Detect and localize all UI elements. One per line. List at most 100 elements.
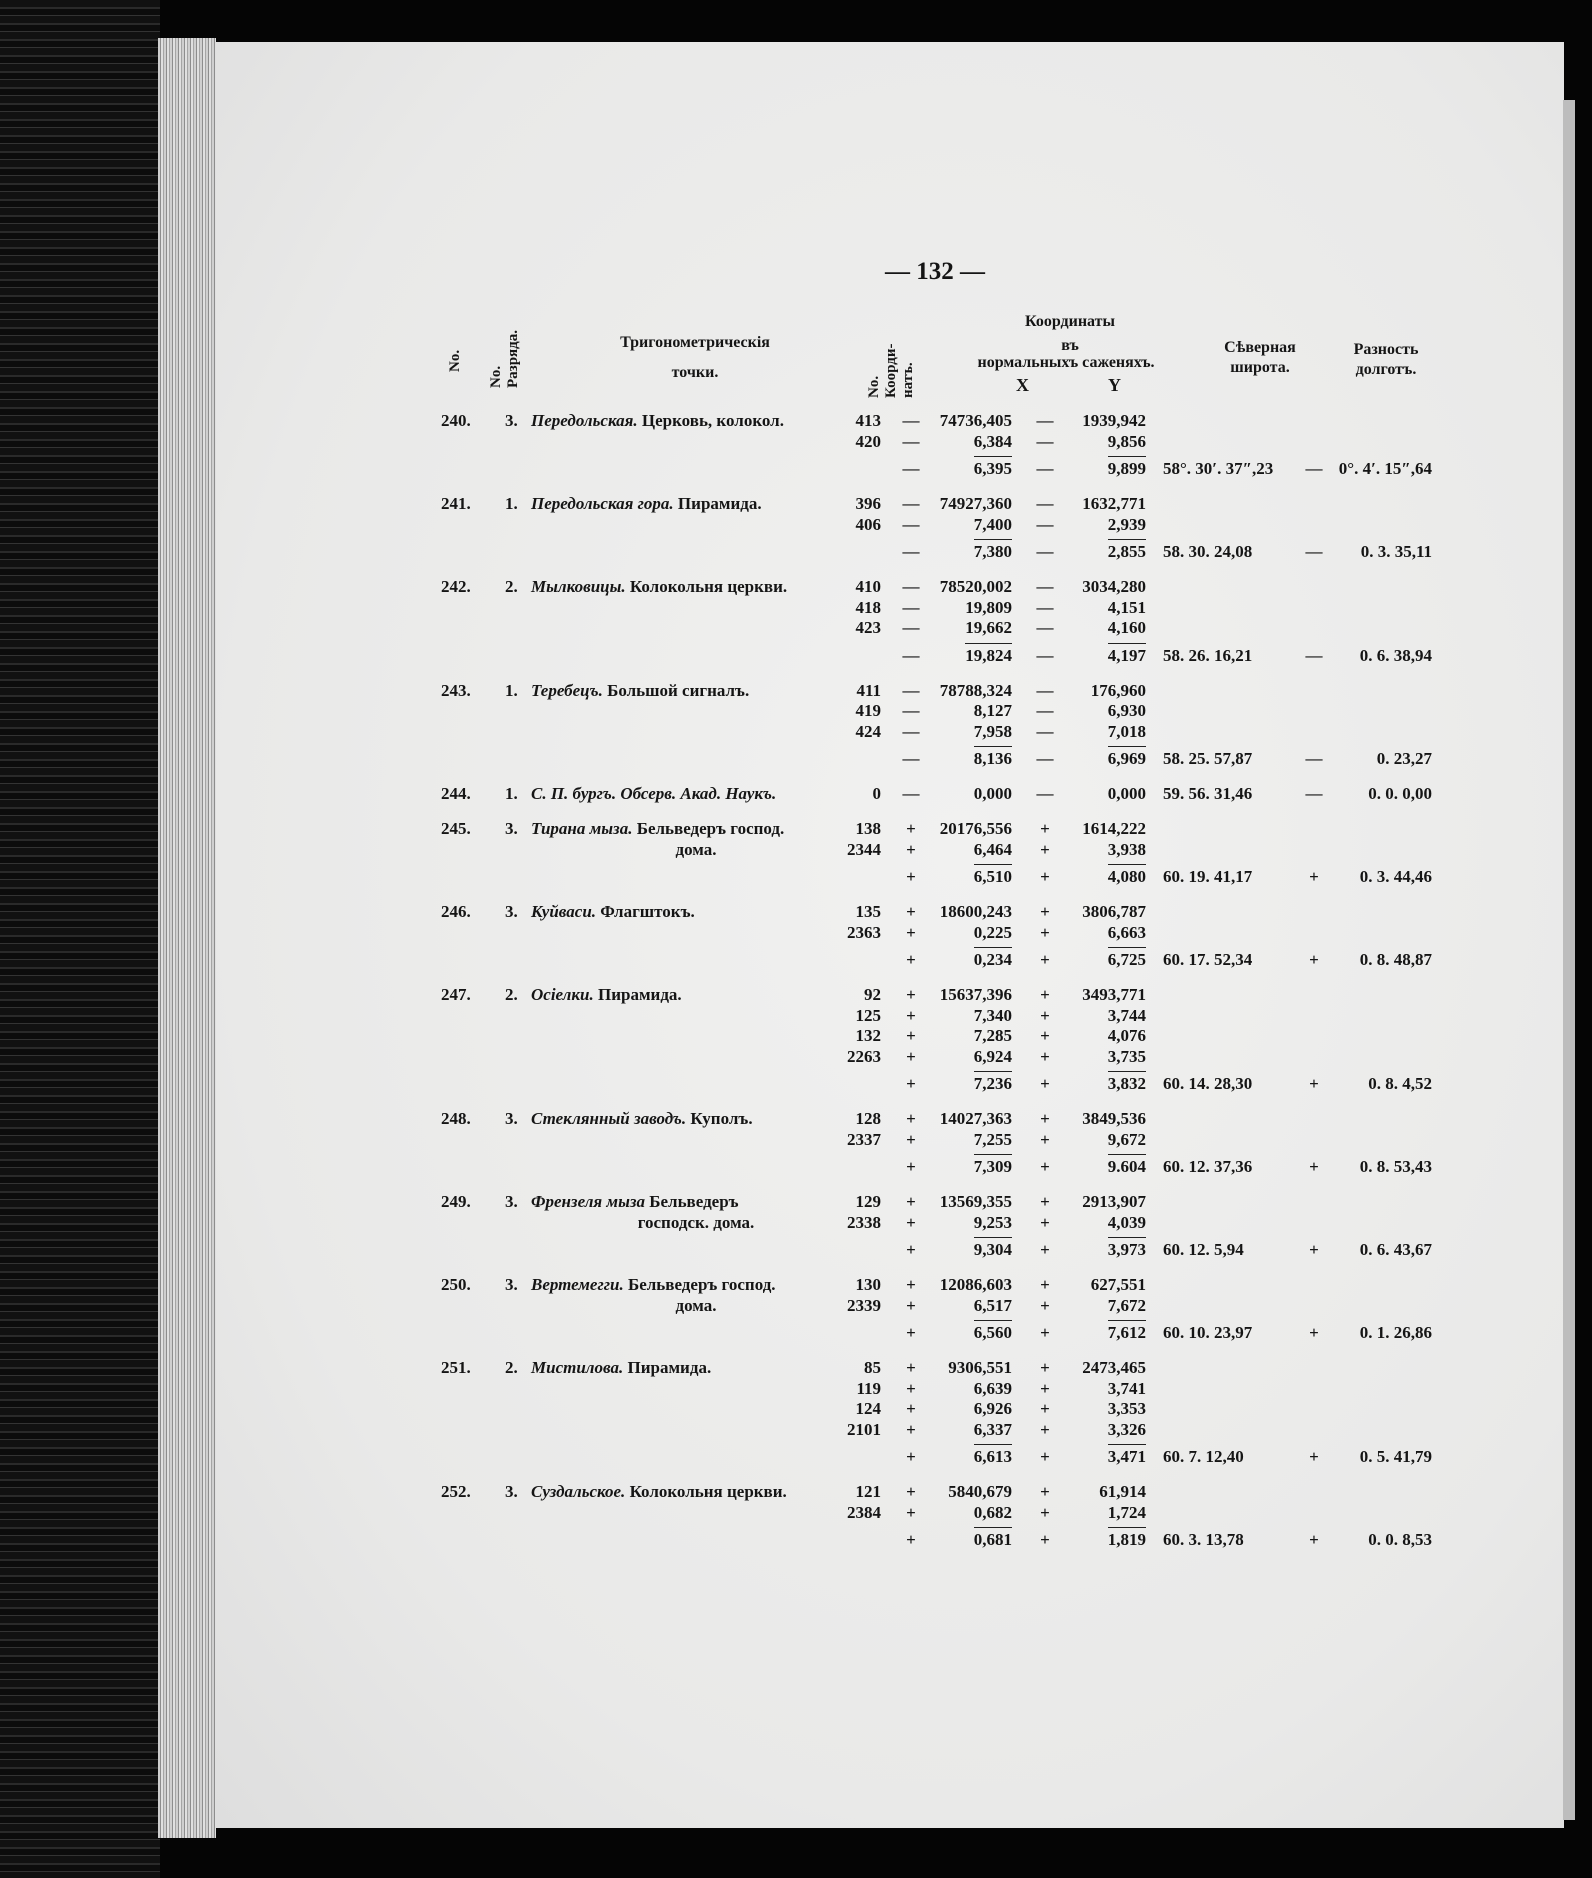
cell-y: 3,735 [1107,1046,1146,1066]
cell-n: 411 [856,680,881,700]
point-description: Пирамида. [677,494,762,513]
longitude-sign: — [1305,542,1323,561]
latitude: 58°. 30′. 37″,23 [1163,459,1274,478]
cell-sx: + [906,1192,916,1211]
cell-x: 0,681 [973,1527,1012,1550]
cell-sy: + [1040,1323,1050,1342]
cell-x: 18600,243 [939,902,1012,921]
cell-x: 9,304 [973,1237,1012,1260]
ref-line: 424 — 7,958 — 7,018 [0,722,1592,743]
cell-x: 7,236 [973,1071,1012,1094]
cell-sy: + [1040,1502,1050,1522]
header-coords-1: Координаты [1025,313,1115,330]
cell-x: 0,234 [973,947,1012,970]
longitude-difference: 0. 6. 38,94 [1359,645,1432,665]
table-entry: 138 +20176,556 +1614,222 245. 3. Тирана мыза.… [0,819,1592,902]
latitude: 60. 12. 5,94 [1163,1240,1244,1259]
entry-number: 243. [441,680,471,700]
ref-line: 2263 +6,924 +3,735 [0,1047,1592,1068]
point-name: Мистилова. Пирамида. [531,1358,711,1378]
longitude-sign: + [1309,950,1319,969]
cell-x: 0,225 [973,922,1012,942]
cell-x: 9,253 [973,1212,1012,1232]
cell-sx: + [906,950,916,969]
cell-sy: + [1040,1358,1050,1377]
cell-y: 3,741 [1107,1378,1146,1398]
longitude-sign: — [1305,459,1323,478]
table-entry: 396 — 74927,360 — 1632,771 241. 1. Передольская… [0,494,1592,577]
longitude-difference: 0. 8. 53,43 [1359,1157,1432,1176]
longitude-sign: — [1305,784,1323,803]
table-entry: 410 — 78520,002 — 3034,280 242. 2. Мылковицы. К… [0,577,1592,681]
longitude-sign: + [1309,1530,1319,1549]
cell-n: 128 [855,1109,882,1128]
header-lon-1: Разность [1353,341,1419,358]
entry-rank: 3. [505,902,518,921]
ref-line: 423 — 19,662 — 4,160 [0,618,1592,639]
ref-line: 413 — 74736,405 — 1939,942 240. 3. Передольская… [0,411,1592,432]
cell-n: 124 [855,1399,882,1418]
ref-line: 410 — 78520,002 — 3034,280 242. 2. Мылковицы. К… [0,577,1592,598]
mean-line: +6,613 +3,471 60. 7. 12,40 +0. 5. 41,79 [0,1444,1592,1468]
cell-x: 6,384 [973,431,1012,451]
cell-sy: + [1040,1295,1050,1315]
latitude: 59. 56. 31,46 [1163,784,1253,803]
right-page-edge [1563,100,1575,1820]
point-name: С. П. бургъ. Обсерв. Акад. Наукъ. [531,784,776,804]
cell-y: 3,832 [1107,1071,1146,1094]
ref-line: 92 +15637,396 +3493,771 247. 2. Осiелки. Пира… [0,985,1592,1006]
cell-x: 6,517 [973,1295,1012,1315]
cell-n: 85 [864,1358,881,1377]
cell-y: 1,819 [1107,1527,1146,1550]
point-description: Куполъ. [690,1109,753,1128]
entry-rank: 2. [505,1358,518,1377]
mean-line: — 19,824 — 4,197 58. 26. 16,21 — 0. 6. 38,94 [0,642,1592,667]
cell-n: 419 [855,701,882,720]
longitude-difference: 0. 3. 35,11 [1360,542,1432,561]
cell-sy: + [1040,819,1050,838]
cell-y: 6,725 [1107,947,1146,970]
cell-x: 6,639 [973,1378,1012,1398]
cell-y: 4,197 [1107,642,1146,666]
ref-line: 2363 +0,225 +6,663 [0,923,1592,944]
cell-sy: + [1040,902,1050,921]
ref-line: 124 +6,926 +3,353 [0,1399,1592,1420]
point-description: Флагштокъ. [600,902,695,921]
cell-x: 12086,603 [939,1275,1012,1294]
latitude: 60. 7. 12,40 [1163,1447,1244,1466]
entry-number: 240. [441,411,471,430]
ref-line: 85 +9306,551 +2473,465 251. 2. Мистилова. Пир… [0,1358,1592,1379]
cell-y: 61,914 [1099,1482,1146,1501]
longitude-difference: 0. 6. 43,67 [1359,1240,1432,1259]
cell-n: 2263 [847,1046,881,1066]
point-description: Церковь, колокол. [641,411,784,430]
cell-sx: + [906,819,916,838]
cell-sx: + [906,1447,916,1466]
cell-sx: + [906,1530,916,1549]
cell-sy: — [1036,597,1054,617]
page-stack-edge [158,38,216,1838]
entry-number: 247. [441,985,471,1004]
cell-sx: — [902,645,920,665]
ref-line: 420 — 6,384 — 9,856 [0,432,1592,453]
ref-line: 132 +7,285 +4,076 [0,1026,1592,1047]
header-no: No. [447,349,463,372]
place-name: Передольская. [531,411,638,430]
cell-n: 92 [864,985,881,1004]
cell-n: 138 [855,819,882,838]
entry-rank: 3. [505,1109,518,1128]
entry-number: 252. [441,1482,471,1501]
entry-rank: 3. [505,1275,518,1294]
entry-rank: 2. [505,577,518,596]
cell-y: 2913,907 [1082,1192,1146,1211]
longitude-difference: 0°. 4′. 15″,64 [1338,459,1432,478]
ref-line: 121 +5840,679 +61,914 252. 3. Суздальское. Ко… [0,1482,1592,1503]
longitude-sign: + [1309,1323,1319,1342]
cell-sy: — [1036,721,1054,741]
longitude-difference: 0. 8. 48,87 [1359,950,1432,969]
entry-number: 248. [441,1109,471,1128]
table-entry: 130 +12086,603 +627,551 250. 3. Вертемегги. Б… [0,1275,1592,1358]
cell-sy: + [1040,1109,1050,1128]
ref-line: 411 — 78788,324 — 176,960 243. 1. Теребецъ. Бол… [0,681,1592,702]
cell-x: 74736,405 [939,411,1012,430]
